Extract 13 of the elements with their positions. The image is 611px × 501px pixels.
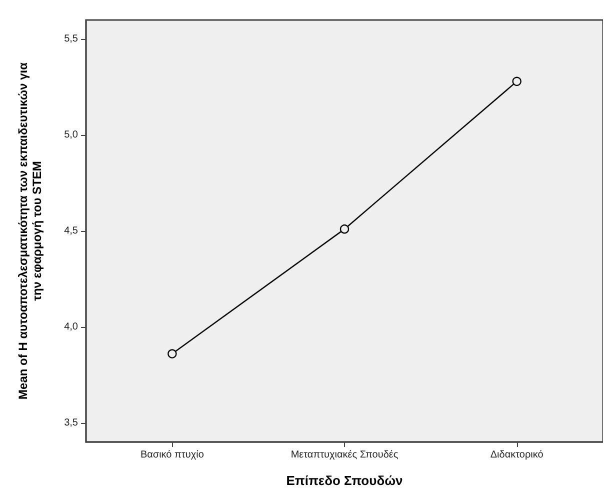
x-tick-label: Διδακτορικό — [490, 450, 544, 460]
y-tick-label: 4,0 — [64, 321, 78, 332]
point — [512, 76, 522, 86]
x-axis-title: Επίπεδο Σπουδών — [286, 473, 403, 488]
point — [168, 349, 177, 358]
y-tick-label: 5,5 — [64, 34, 78, 45]
y-axis-title: Mean of Η αυτοαποτελεσματικότητα των εκπαιδευτικών για την εφαρμογή του STEM — [16, 62, 44, 400]
y-tick-label: 4,5 — [64, 226, 78, 236]
point — [340, 224, 350, 234]
y-tick-label: 5,0 — [64, 130, 78, 141]
x-tick-label: Μεταπτυχιακές Σπουδές — [290, 450, 398, 460]
x-tick-label: Βασικό πτυχίο — [140, 450, 204, 460]
y-tick-label: 3,5 — [64, 417, 78, 428]
